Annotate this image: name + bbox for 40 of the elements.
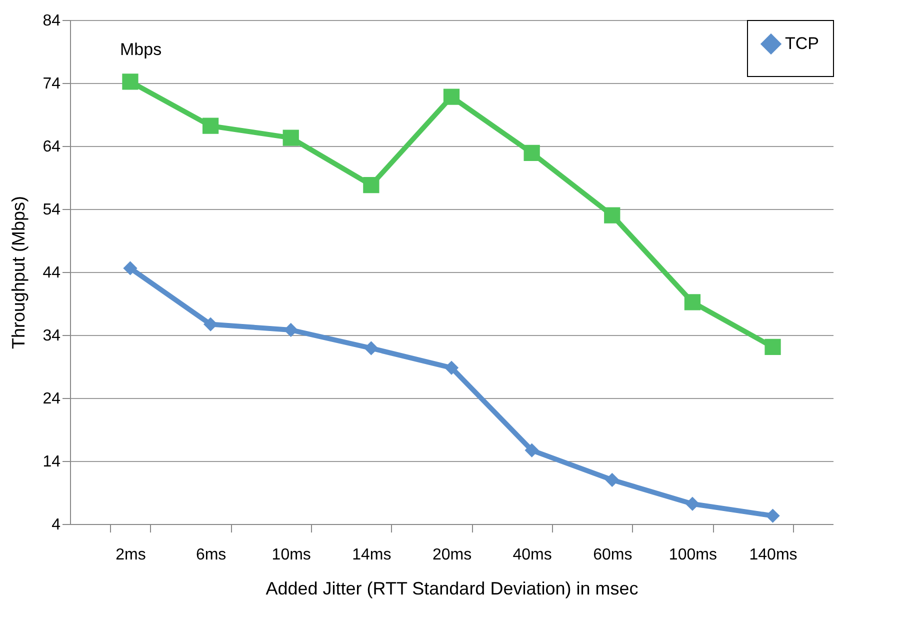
point xyxy=(764,338,781,356)
x-tick-label: 20ms xyxy=(432,546,472,564)
point xyxy=(203,317,218,332)
legend-label: TCP xyxy=(785,34,819,53)
y-tick-label: 14 xyxy=(42,454,61,470)
point xyxy=(202,118,219,134)
point xyxy=(443,88,460,105)
point xyxy=(444,360,459,375)
x-tick-label: 60ms xyxy=(593,546,632,564)
point xyxy=(524,443,539,458)
x-tick-label: 6ms xyxy=(196,546,226,564)
x-axis-title: Added Jitter (RTT Standard Deviation) in msec xyxy=(266,578,638,598)
y-tick-label: 34 xyxy=(42,328,61,344)
y-tick-label: 4 xyxy=(52,516,61,534)
point xyxy=(524,144,540,161)
x-tick-label: 40ms xyxy=(512,546,552,564)
point xyxy=(604,207,620,224)
point xyxy=(605,472,620,487)
point xyxy=(284,322,298,338)
y-tick-label: 74 xyxy=(42,76,61,92)
point xyxy=(685,496,700,511)
point xyxy=(123,261,138,276)
point xyxy=(766,508,780,523)
point xyxy=(282,130,299,146)
x-tick-label: 140ms xyxy=(749,546,798,564)
y-tick-label: 84 xyxy=(42,12,61,30)
y-tick-label: 64 xyxy=(42,138,61,156)
point xyxy=(122,74,138,90)
y-tick-label: 54 xyxy=(42,202,61,218)
y-axis-title: Throughput (Mbps) xyxy=(8,196,29,350)
x-tick-label: 10ms xyxy=(272,546,311,564)
point xyxy=(684,294,701,310)
point xyxy=(364,341,378,356)
annotation: Mbps xyxy=(120,40,162,59)
point xyxy=(363,177,380,194)
y-tick-label: 24 xyxy=(42,390,61,408)
x-tick-label: 100ms xyxy=(668,546,717,564)
y-tick-label: 44 xyxy=(42,264,61,282)
x-tick-label: 2ms xyxy=(116,546,146,564)
x-tick-label: 14ms xyxy=(352,546,392,564)
